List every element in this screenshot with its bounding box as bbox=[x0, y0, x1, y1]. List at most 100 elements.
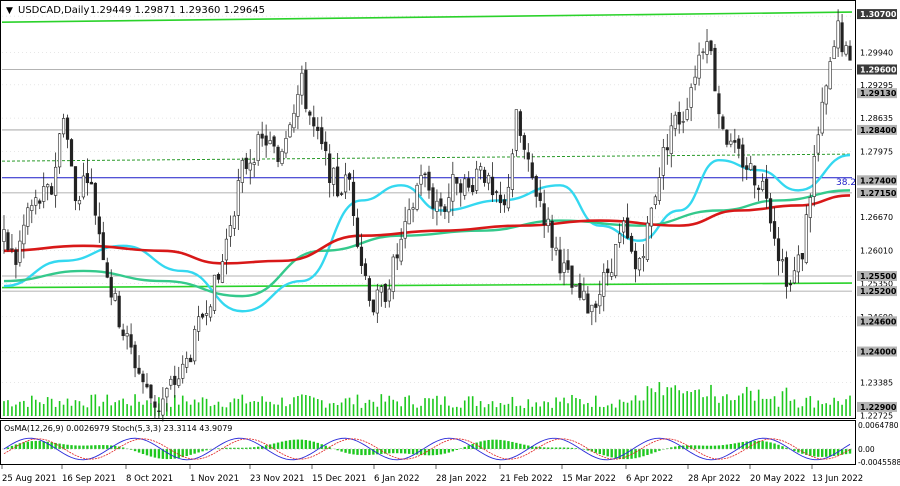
bear-candle bbox=[788, 283, 793, 286]
volume-bar bbox=[11, 406, 13, 416]
volume-bar bbox=[698, 389, 700, 416]
level-tag-label: 1.27150 bbox=[860, 189, 897, 198]
osma-bar bbox=[459, 448, 462, 449]
volume-bar bbox=[38, 402, 41, 416]
bear-candle bbox=[490, 176, 495, 196]
bull-candle bbox=[284, 138, 288, 154]
bear-candle bbox=[776, 238, 781, 262]
volume-bar bbox=[551, 407, 553, 416]
bear-candle bbox=[121, 329, 125, 337]
volume-bar bbox=[285, 406, 287, 416]
level-tag bbox=[857, 187, 897, 198]
osma-bar bbox=[479, 441, 482, 449]
fib-label: 38.2 bbox=[836, 178, 856, 188]
bull-candle bbox=[649, 207, 654, 227]
osma-bar bbox=[809, 449, 812, 456]
bear-candle bbox=[633, 250, 638, 270]
volume-bar bbox=[547, 402, 549, 416]
bear-candle bbox=[439, 198, 443, 207]
osma-bar bbox=[364, 449, 367, 456]
volume-bar bbox=[70, 405, 73, 416]
time-tick-label: 16 Sep 2021 bbox=[62, 474, 116, 484]
bull-candle bbox=[844, 45, 848, 55]
chart-menu-icon[interactable]: ▼ bbox=[6, 6, 13, 16]
volume-bar bbox=[543, 401, 545, 416]
volume-bar bbox=[658, 382, 661, 416]
bear-candle bbox=[526, 152, 530, 160]
osma-bar bbox=[129, 449, 133, 450]
osma-bar bbox=[205, 449, 208, 451]
time-axis: 25 Aug 2021 16 Sep 2021 8 Oct 2021 1 Nov 20… bbox=[1, 465, 863, 484]
bear-candle bbox=[308, 111, 312, 116]
bull-candle bbox=[30, 205, 34, 211]
bull-candle bbox=[816, 134, 820, 154]
volume-bar bbox=[606, 405, 609, 416]
level-tag-label: 1.25500 bbox=[860, 272, 897, 281]
volume-bar bbox=[118, 400, 120, 416]
osma-bar bbox=[169, 449, 173, 460]
bear-candle bbox=[709, 40, 713, 52]
bear-candle bbox=[328, 153, 332, 183]
volume-bar bbox=[142, 404, 144, 416]
volume-bar bbox=[58, 401, 61, 416]
osma-bar bbox=[181, 449, 184, 458]
volume-bar bbox=[388, 395, 391, 416]
osma-bar bbox=[491, 439, 494, 449]
osma-bar bbox=[328, 447, 331, 449]
bear-candle bbox=[518, 111, 522, 136]
bull-candle bbox=[296, 94, 300, 117]
bull-candle bbox=[836, 20, 840, 49]
osma-bar bbox=[745, 441, 748, 449]
volume-bar bbox=[531, 406, 534, 416]
volume-bar bbox=[630, 400, 633, 416]
volume-bar bbox=[678, 390, 681, 416]
osma-bar bbox=[114, 445, 117, 449]
bull-candle bbox=[232, 215, 236, 229]
osma-bar bbox=[618, 449, 621, 459]
volume-bar bbox=[452, 407, 454, 416]
volume-bar bbox=[241, 394, 244, 416]
volume-bar bbox=[309, 395, 311, 416]
bear-candle bbox=[65, 117, 70, 140]
level-tag-label: 1.29600 bbox=[860, 65, 897, 74]
bear-candle bbox=[665, 147, 669, 151]
osma-bar bbox=[475, 442, 478, 449]
time-tick-label: 28 Jan 2022 bbox=[436, 474, 487, 484]
osma-bar bbox=[42, 441, 45, 449]
volume-bars bbox=[3, 382, 851, 416]
level-tag-label: 1.30700 bbox=[860, 10, 897, 19]
bull-candle bbox=[61, 118, 66, 135]
osma-bar bbox=[507, 441, 510, 449]
volume-bar bbox=[765, 398, 768, 416]
osma-bar bbox=[817, 449, 820, 457]
volume-bar bbox=[579, 399, 581, 416]
osma-bar bbox=[372, 449, 375, 455]
volume-bar bbox=[316, 399, 319, 416]
volume-bar bbox=[432, 398, 434, 416]
osma-bar bbox=[280, 441, 284, 449]
bear-candle bbox=[757, 187, 761, 190]
ohlc-values: 1.29449 1.29871 1.29360 1.29645 bbox=[90, 5, 265, 16]
osma-bar bbox=[380, 449, 383, 454]
bear-candle bbox=[522, 135, 526, 150]
osma-bar bbox=[650, 449, 653, 454]
osma-bar bbox=[515, 442, 518, 449]
volume-bar bbox=[424, 398, 426, 416]
volume-bar bbox=[201, 397, 204, 416]
volume-bar bbox=[479, 401, 482, 416]
bull-candle bbox=[693, 76, 697, 85]
level-tag bbox=[857, 316, 897, 327]
bull-candle bbox=[673, 114, 677, 129]
bull-candle bbox=[197, 316, 201, 332]
level-tag bbox=[857, 124, 897, 135]
osma-bar bbox=[570, 447, 574, 449]
osma-bar bbox=[797, 449, 800, 453]
volume-bar bbox=[817, 400, 820, 416]
volume-bar bbox=[674, 385, 677, 416]
osma-bar bbox=[189, 449, 192, 455]
osma-bar bbox=[777, 444, 780, 449]
bull-candle bbox=[641, 256, 646, 259]
bear-candle bbox=[371, 299, 375, 313]
volume-bar bbox=[793, 399, 796, 416]
